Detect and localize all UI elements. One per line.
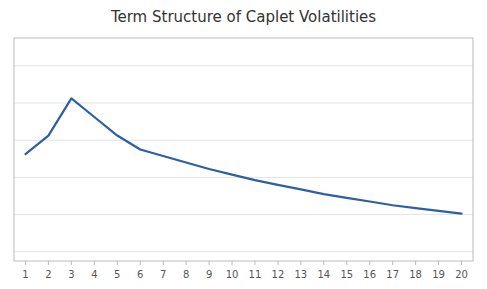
x-tick-label: 16 <box>363 269 376 280</box>
grid-line <box>14 214 473 215</box>
x-tick-label: 2 <box>45 269 51 280</box>
x-tick <box>232 261 233 265</box>
x-tick-label: 9 <box>206 269 212 280</box>
x-tick <box>392 261 393 265</box>
x-tick-label: 4 <box>91 269 97 280</box>
x-tick <box>71 261 72 265</box>
x-tick <box>254 261 255 265</box>
x-tick-label: 14 <box>317 269 330 280</box>
plot-frame <box>14 38 473 261</box>
grid-line <box>14 140 473 141</box>
x-tick <box>140 261 141 265</box>
grid-line <box>14 65 473 66</box>
x-tick-label: 17 <box>386 269 399 280</box>
chart: Term Structure of Caplet Volatilities123… <box>0 0 487 289</box>
x-tick-label: 10 <box>226 269 239 280</box>
x-tick <box>346 261 347 265</box>
x-tick-label: 8 <box>183 269 189 280</box>
data-layer <box>25 98 461 213</box>
x-tick <box>25 261 26 265</box>
line <box>25 98 461 213</box>
title: Term Structure of Caplet Volatilities <box>110 8 376 26</box>
x-tick <box>461 261 462 265</box>
x-tick-label: 19 <box>432 269 445 280</box>
x-tick <box>415 261 416 265</box>
x-tick-label: 20 <box>455 269 468 280</box>
x-tick <box>300 261 301 265</box>
x-tick <box>163 261 164 265</box>
x-tick <box>209 261 210 265</box>
x-tick-label: 11 <box>249 269 262 280</box>
grid-line <box>14 103 473 104</box>
x-tick-label: 1 <box>22 269 28 280</box>
x-tick <box>186 261 187 265</box>
x-tick-label: 12 <box>272 269 285 280</box>
x-tick <box>323 261 324 265</box>
x-tick-label: 18 <box>409 269 422 280</box>
x-tick-label: 6 <box>137 269 143 280</box>
x-tick <box>277 261 278 265</box>
x-tick-label: 15 <box>340 269 353 280</box>
x-tick <box>369 261 370 265</box>
x-tick <box>48 261 49 265</box>
x-tick-label: 7 <box>160 269 166 280</box>
x-tick-label: 5 <box>114 269 120 280</box>
x-tick-label: 3 <box>68 269 74 280</box>
x-tick-label: 13 <box>295 269 308 280</box>
grid <box>14 66 473 252</box>
grid-line <box>14 251 473 252</box>
x-tick <box>117 261 118 265</box>
x-tick <box>94 261 95 265</box>
x-tick <box>438 261 439 265</box>
